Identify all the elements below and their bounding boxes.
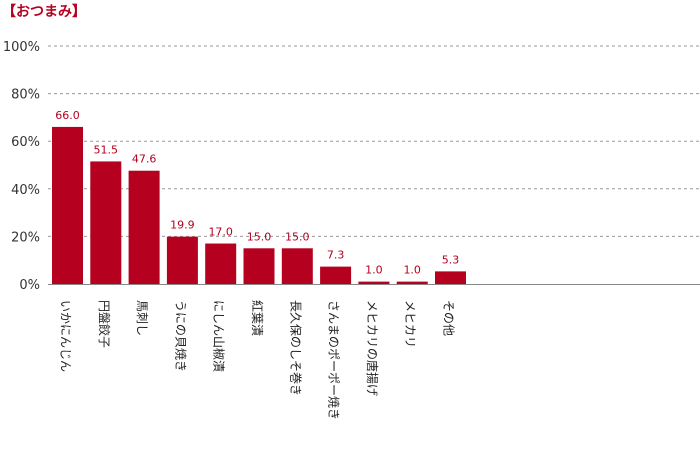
category-label: 円盤餃子 (97, 300, 112, 348)
bar (281, 248, 313, 284)
category-label: 長久保のしそ巻き (288, 300, 302, 396)
category-label: メヒカリの唐揚げ (365, 300, 380, 396)
category-label: にしん山椒漬 (212, 300, 227, 372)
category-label: 紅葉漬 (250, 300, 265, 336)
data-label: 19.9 (170, 219, 195, 232)
y-tick-label: 60% (11, 135, 40, 150)
category-label: いかにんじん (59, 300, 73, 372)
y-tick-label: 100% (3, 40, 40, 55)
data-label: 15.0 (247, 230, 272, 243)
bar (358, 281, 390, 284)
bar (52, 126, 83, 284)
bar (396, 281, 428, 284)
category-label: さんまのポーポー焼き (327, 300, 341, 420)
category-label: うにの貝焼き (173, 300, 187, 372)
category-label: 馬刺し (135, 300, 149, 336)
data-label: 5.3 (442, 253, 460, 266)
bar (128, 170, 160, 284)
y-tick-label: 40% (11, 183, 40, 198)
data-label: 47.6 (132, 153, 157, 166)
data-label: 7.3 (327, 249, 345, 262)
chart-title: 【おつまみ】 (2, 4, 86, 20)
y-tick-label: 80% (11, 88, 40, 103)
category-label: メヒカリ (403, 300, 417, 348)
y-tick-label: 20% (11, 230, 40, 245)
bar (166, 236, 198, 284)
data-label: 51.5 (94, 143, 119, 156)
data-label: 15.0 (285, 230, 310, 243)
bar (90, 161, 122, 284)
data-label: 1.0 (365, 264, 383, 277)
data-label: 1.0 (403, 264, 421, 277)
y-tick-label: 0% (19, 278, 40, 293)
bar (320, 266, 352, 284)
data-label: 66.0 (55, 109, 80, 122)
bar (205, 243, 237, 284)
data-label: 17.0 (208, 226, 233, 239)
bar (435, 271, 466, 284)
category-label: その他 (442, 300, 456, 336)
bar (243, 248, 275, 284)
